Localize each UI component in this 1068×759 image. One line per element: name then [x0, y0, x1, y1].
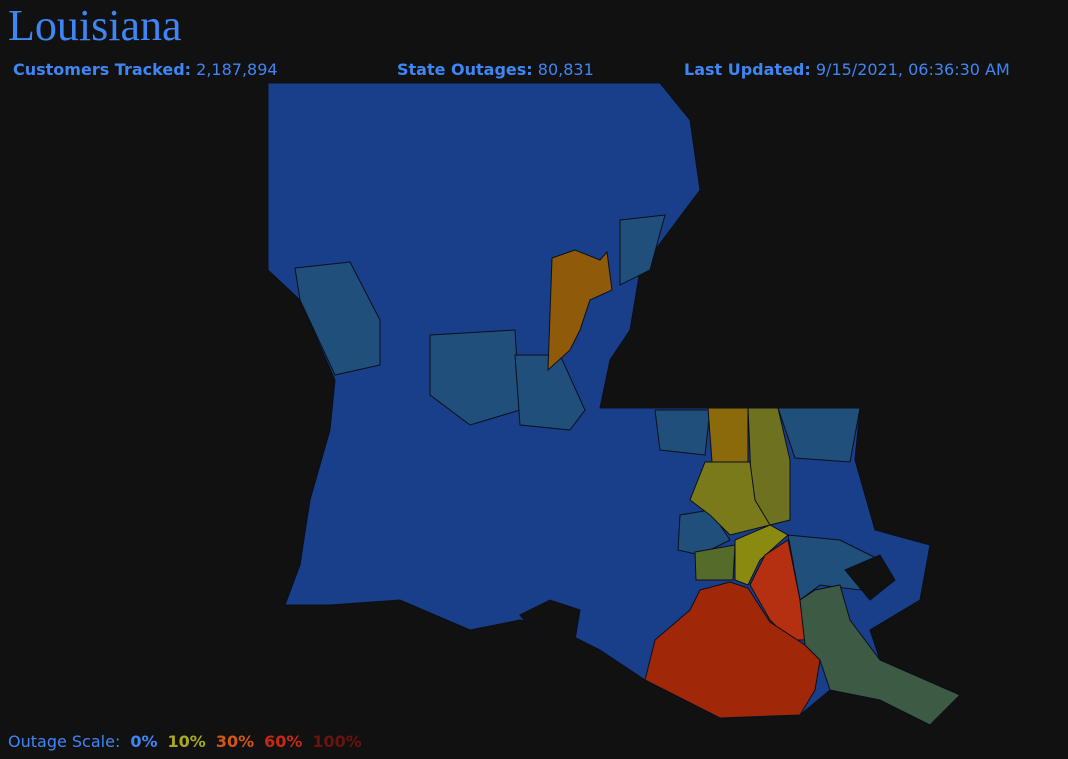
stat-value: 9/15/2021, 06:36:30 AM — [815, 60, 1010, 79]
parish-teal — [429, 329, 521, 426]
parish-olive — [734, 524, 789, 586]
parish-olive — [689, 461, 771, 536]
parish-teal — [777, 407, 861, 463]
parish-teal — [654, 409, 711, 456]
stat-label: State Outages: — [397, 60, 533, 79]
parish-teal — [294, 261, 381, 376]
legend-item: 60% — [264, 732, 303, 751]
stat-value: 2,187,894 — [196, 60, 278, 79]
gulf-water — [519, 599, 581, 641]
legend-item: 0% — [130, 732, 158, 751]
parishes — [267, 82, 961, 726]
stat-label: Last Updated: — [684, 60, 811, 79]
parish-orange — [547, 249, 613, 372]
legend-label: Outage Scale: — [8, 732, 121, 751]
stat-value: 80,831 — [537, 60, 594, 79]
stat: State Outages: 80,831 — [397, 60, 594, 79]
title: Louisiana — [8, 1, 182, 50]
legend-item: 30% — [215, 732, 255, 751]
legend-item: 10% — [167, 732, 206, 751]
parish-red — [644, 581, 821, 719]
parish-green — [799, 584, 961, 726]
parish-olive — [694, 544, 736, 581]
legend: Outage Scale: 0% 10% 30% 60% 100% — [8, 732, 362, 751]
stat-label: Customers Tracked: — [13, 60, 192, 79]
stat: Customers Tracked: 2,187,894 — [13, 60, 278, 79]
legend-item: 100% — [312, 732, 362, 751]
parish-gold — [707, 407, 749, 463]
stat: Last Updated: 9/15/2021, 06:36:30 AM — [684, 60, 1010, 79]
gulf-water — [844, 554, 896, 601]
parish-teal — [619, 214, 666, 286]
